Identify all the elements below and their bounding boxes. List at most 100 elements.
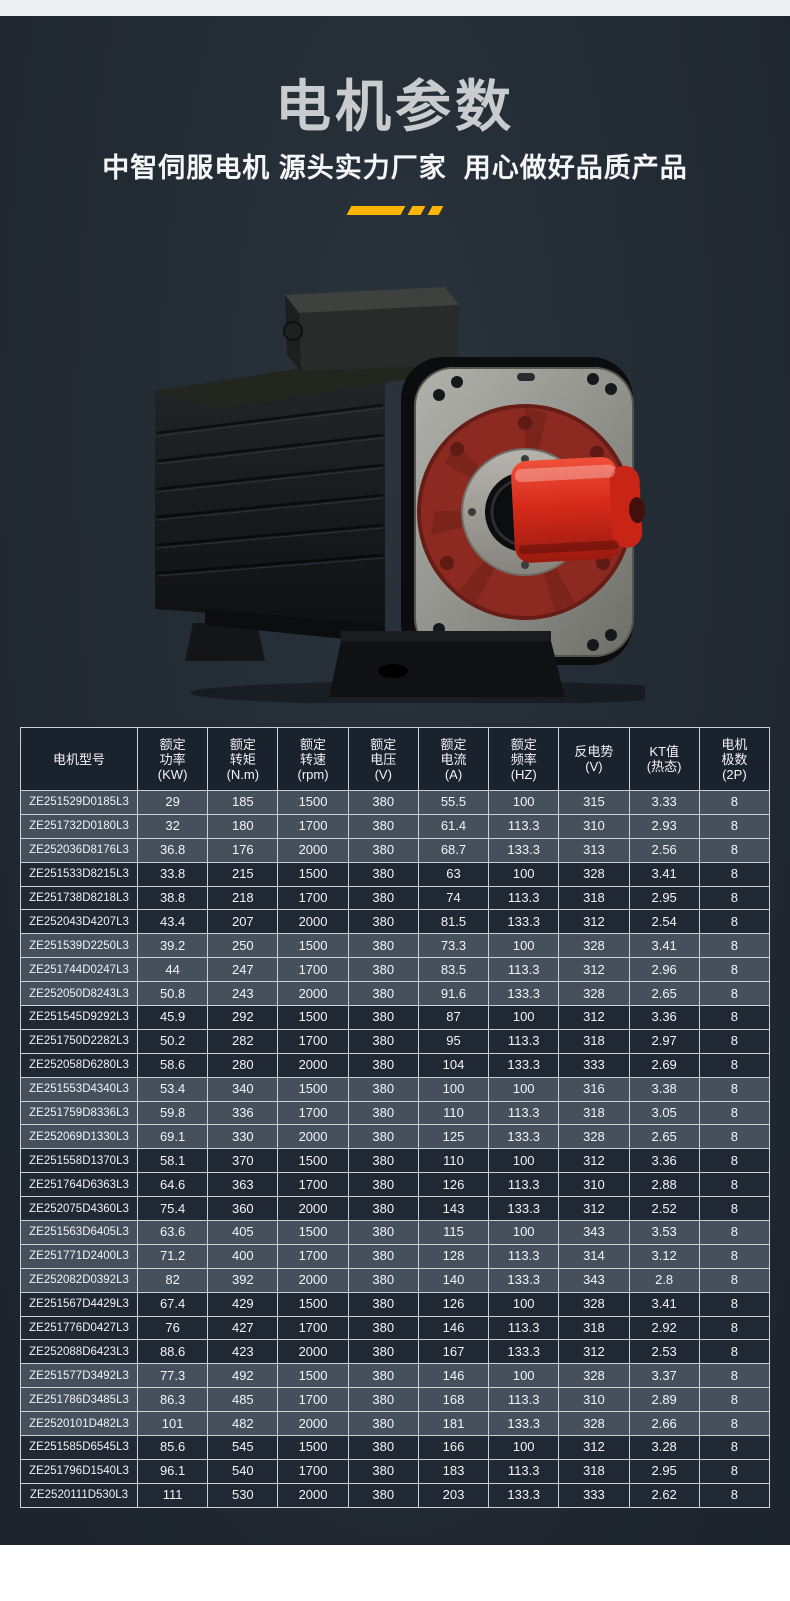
spec-cell: 2.66: [628, 1411, 700, 1437]
table-row: ZE252036D8176L3 36.8 176 2000 380 68.7 133.3 31…: [20, 837, 771, 863]
spec-cell: 312: [558, 1005, 630, 1030]
spec-cell: 380: [347, 1076, 419, 1102]
spec-cell: 100: [488, 1076, 560, 1102]
spec-cell: 3.53: [628, 1220, 700, 1245]
spec-cell: 8: [698, 1172, 771, 1198]
spec-cell: 423: [207, 1339, 279, 1365]
spec-cell: 176: [207, 837, 279, 863]
spec-cell: 8: [698, 1411, 771, 1437]
model-cell: ZE251738D8218L3: [20, 885, 138, 911]
spec-cell: 113.3: [488, 1315, 560, 1341]
spec-cell: 380: [347, 1411, 419, 1437]
spec-cell: 71.2: [136, 1243, 209, 1269]
spec-cell: 45.9: [136, 1005, 209, 1030]
table-row: ZE251558D1370L3 58.1 370 1500 380 110 100 312 3.…: [20, 1148, 771, 1174]
model-cell: ZE252075D4360L3: [20, 1196, 138, 1222]
spec-cell: 100: [488, 1291, 560, 1317]
spec-cell: 3.37: [628, 1363, 700, 1389]
spec-cell: 8: [698, 1291, 771, 1317]
table-row: ZE252069D1330L3 69.1 330 2000 380 125 133.3 328…: [20, 1124, 771, 1150]
spec-cell: 380: [347, 1052, 419, 1078]
spec-cell: 370: [207, 1148, 279, 1174]
spec-cell: 2.93: [628, 813, 700, 839]
spec-cell: 3.41: [628, 1291, 700, 1317]
spec-cell: 29: [136, 790, 209, 815]
spec-cell: 318: [558, 885, 630, 911]
spec-cell: 380: [347, 1220, 419, 1245]
table-row: ZE251553D4340L3 53.4 340 1500 380 100 100 316 3.…: [20, 1076, 771, 1102]
spec-cell: 380: [347, 909, 419, 935]
spec-cell: 166: [417, 1435, 490, 1460]
table-row: ZE251738D8218L3 38.8 218 1700 380 74 113.3 318 2…: [20, 885, 771, 911]
spec-cell: 318: [558, 1028, 630, 1054]
spec-cell: 2.65: [628, 1124, 700, 1150]
spec-cell: 333: [558, 1052, 630, 1078]
table-row: ZE252050D8243L3 50.8 243 2000 380 91.6 133.3 32…: [20, 981, 771, 1007]
spec-cell: 95: [417, 1028, 490, 1054]
spec-cell: 1700: [277, 885, 349, 911]
spec-cell: 310: [558, 1387, 630, 1413]
table-row: ZE251533D8215L3 33.8 215 1500 380 63 100 328 3.4…: [20, 861, 771, 887]
spec-cell: 380: [347, 861, 419, 887]
spec-cell: 8: [698, 1052, 771, 1078]
spec-cell: 101: [136, 1411, 209, 1437]
model-cell: ZE251567D4429L3: [20, 1291, 138, 1317]
spec-cell: 1500: [277, 1435, 349, 1460]
spec-cell: 215: [207, 861, 279, 887]
spec-cell: 100: [488, 1220, 560, 1245]
spec-cell: 328: [558, 981, 630, 1007]
spec-table-body: ZE251529D0185L3 29 185 1500 380 55.5 100 315 3.3…: [20, 790, 771, 1508]
spec-cell: 8: [698, 1005, 771, 1030]
spec-cell: 3.12: [628, 1243, 700, 1269]
spec-cell: 336: [207, 1100, 279, 1126]
spec-cell: 8: [698, 1243, 771, 1269]
spec-cell: 2.96: [628, 957, 700, 983]
spec-cell: 146: [417, 1315, 490, 1341]
table-row: ZE2520101D482L3 101 482 2000 380 181 133.3 328 2…: [20, 1411, 771, 1437]
spec-cell: 63: [417, 861, 490, 887]
spec-cell: 1500: [277, 1291, 349, 1317]
spec-cell: 113.3: [488, 1458, 560, 1484]
spec-cell: 113.3: [488, 885, 560, 911]
spec-cell: 100: [488, 933, 560, 959]
spec-cell: 380: [347, 1100, 419, 1126]
spec-cell: 113.3: [488, 813, 560, 839]
spec-cell: 2.54: [628, 909, 700, 935]
model-cell: ZE252050D8243L3: [20, 981, 138, 1007]
spec-cell: 83.5: [417, 957, 490, 983]
spec-cell: 2.65: [628, 981, 700, 1007]
page-title: 电机参数: [275, 75, 515, 138]
spec-cell: 360: [207, 1196, 279, 1222]
spec-cell: 2000: [277, 837, 349, 863]
table-row: ZE251563D6405L3 63.6 405 1500 380 115 100 343 3.…: [20, 1220, 771, 1245]
model-cell: ZE251585D6545L3: [20, 1435, 138, 1460]
spec-cell: 125: [417, 1124, 490, 1150]
spec-cell: 328: [558, 1124, 630, 1150]
spec-cell: 282: [207, 1028, 279, 1054]
spec-cell: 380: [347, 1267, 419, 1293]
spec-cell: 380: [347, 1363, 419, 1389]
spec-table: 电机型号 额定 功率 (KW) 额定 转矩 (N.m) 额定 转速 (rpm) 额定 电…: [20, 727, 771, 1508]
model-cell: ZE251759D8336L3: [20, 1100, 138, 1126]
spec-cell: 73.3: [417, 933, 490, 959]
spec-cell: 87: [417, 1005, 490, 1030]
spec-cell: 86.3: [136, 1387, 209, 1413]
spec-cell: 53.4: [136, 1076, 209, 1102]
page-subtitle: 中智伺服电机 源头实力厂家 用心做好品质产品: [102, 153, 688, 183]
spec-cell: 183: [417, 1458, 490, 1484]
model-cell: ZE251553D4340L3: [20, 1076, 138, 1102]
spec-cell: 126: [417, 1172, 490, 1198]
spec-cell: 85.6: [136, 1435, 209, 1460]
table-row: ZE251759D8336L3 59.8 336 1700 380 110 113.3 318…: [20, 1100, 771, 1126]
spec-cell: 363: [207, 1172, 279, 1198]
spec-cell: 8: [698, 885, 771, 911]
spec-cell: 100: [488, 1435, 560, 1460]
spec-cell: 380: [347, 790, 419, 815]
spec-cell: 2000: [277, 1411, 349, 1437]
spec-cell: 380: [347, 1458, 419, 1484]
spec-cell: 243: [207, 981, 279, 1007]
spec-cell: 310: [558, 813, 630, 839]
spec-cell: 328: [558, 1363, 630, 1389]
spec-cell: 1700: [277, 813, 349, 839]
model-cell: ZE251529D0185L3: [20, 790, 138, 815]
